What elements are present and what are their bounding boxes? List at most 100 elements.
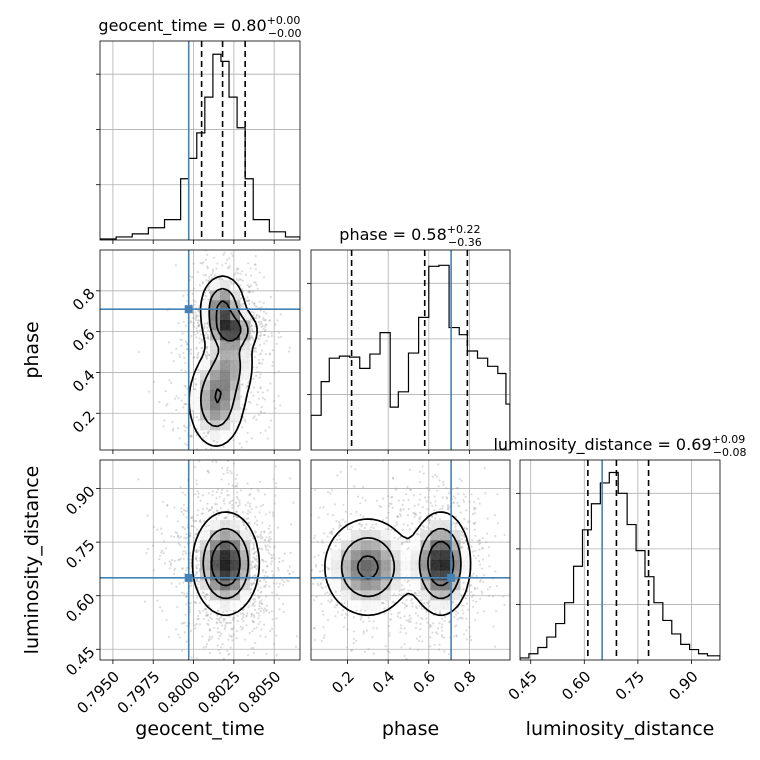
scatter-point xyxy=(137,350,140,354)
scatter-point xyxy=(426,526,429,529)
scatter-point xyxy=(183,527,187,531)
panel-axes-phase-vs-luminosity_distance xyxy=(310,459,511,664)
scatter-point xyxy=(481,547,484,550)
scatter-point xyxy=(253,627,256,630)
density-cell xyxy=(220,390,231,401)
scatter-point xyxy=(197,492,200,495)
scatter-point xyxy=(268,426,271,429)
scatter-point xyxy=(478,560,481,563)
scatter-point xyxy=(174,531,177,534)
density-cell xyxy=(340,570,352,581)
scatter-point xyxy=(270,610,273,613)
contour-level-2 xyxy=(214,300,242,404)
scatter-point xyxy=(232,618,235,622)
scatter-point xyxy=(160,551,163,554)
scatter-point xyxy=(205,525,208,528)
scatter-point xyxy=(207,329,210,332)
scatter-point xyxy=(250,334,253,338)
scatter-point xyxy=(268,611,271,614)
scatter-point xyxy=(442,483,445,486)
scatter-point xyxy=(451,600,454,603)
scatter-point xyxy=(244,408,248,411)
scatter-point xyxy=(326,535,329,538)
scatter-point xyxy=(422,526,426,529)
scatter-point xyxy=(474,534,477,538)
scatter-point xyxy=(261,558,265,562)
scatter-point xyxy=(419,616,423,619)
scatter-point xyxy=(389,618,392,621)
scatter-point xyxy=(368,620,371,623)
scatter-point xyxy=(208,276,211,279)
scatter-point xyxy=(226,489,229,492)
scatter-point xyxy=(204,593,207,596)
scatter-point xyxy=(189,535,192,538)
scatter-point xyxy=(474,521,477,524)
title-text: geocent_time = 0.80 xyxy=(98,16,266,36)
scatter-point xyxy=(264,539,267,542)
scatter-point xyxy=(202,609,205,613)
scatter-point xyxy=(228,652,231,656)
scatter-point xyxy=(397,612,400,615)
scatter-point xyxy=(171,420,174,423)
scatter-point xyxy=(235,510,238,513)
scatter-point xyxy=(462,542,465,545)
scatter-point xyxy=(254,325,257,328)
scatter-point xyxy=(183,384,186,387)
scatter-point xyxy=(205,332,208,335)
scatter-point xyxy=(253,304,256,307)
scatter-point xyxy=(170,535,173,538)
scatter-point xyxy=(227,483,230,486)
density-cell xyxy=(200,560,211,571)
scatter-point xyxy=(255,555,258,558)
scatter-point xyxy=(232,616,236,619)
scatter-point xyxy=(268,532,271,535)
scatter-point xyxy=(258,376,261,379)
scatter-point xyxy=(177,397,180,400)
scatter-point xyxy=(412,494,415,497)
y-axis-label-phase: phase xyxy=(21,321,43,378)
scatter-point xyxy=(417,503,420,506)
scatter-point xyxy=(253,557,256,560)
scatter-point xyxy=(252,546,255,549)
scatter-point xyxy=(398,611,401,614)
scatter-point xyxy=(184,595,188,598)
scatter-point xyxy=(204,292,207,295)
scatter-point xyxy=(152,569,155,572)
scatter-point xyxy=(253,593,256,596)
scatter-point xyxy=(246,482,249,485)
scatter-point xyxy=(447,508,450,511)
scatter-point xyxy=(192,331,195,334)
scatter-point xyxy=(213,626,216,629)
scatter-point xyxy=(470,584,473,587)
title-plus: +0.22 xyxy=(447,223,481,236)
scatter-point xyxy=(265,536,268,539)
scatter-point xyxy=(344,520,347,523)
scatter-point xyxy=(169,564,172,567)
scatter-point xyxy=(205,295,208,298)
scatter-point xyxy=(265,609,268,612)
scatter-point xyxy=(266,389,269,392)
scatter-point xyxy=(272,554,275,557)
density-cell xyxy=(340,580,352,591)
scatter-point xyxy=(460,537,463,541)
scatter-point xyxy=(265,323,268,326)
scatter-point xyxy=(259,431,262,435)
scatter-point xyxy=(253,604,256,608)
scatter-point xyxy=(249,290,252,294)
scatter-point xyxy=(199,499,202,502)
scatter-point xyxy=(214,502,217,506)
density-cell xyxy=(370,540,381,551)
scatter-point xyxy=(234,515,237,518)
scatter-point xyxy=(251,337,254,340)
scatter-point xyxy=(193,333,196,336)
scatter-point xyxy=(199,519,202,522)
scatter-point xyxy=(260,306,263,309)
scatter-point xyxy=(467,608,470,611)
scatter-point xyxy=(248,299,251,302)
scatter-point xyxy=(254,574,257,578)
panel-title-phase: phase = 0.58+0.22 −0.36 xyxy=(339,223,481,249)
scatter-point xyxy=(207,430,210,433)
scatter-point xyxy=(259,320,262,323)
density-cell xyxy=(410,570,421,581)
scatter-point xyxy=(254,531,257,534)
